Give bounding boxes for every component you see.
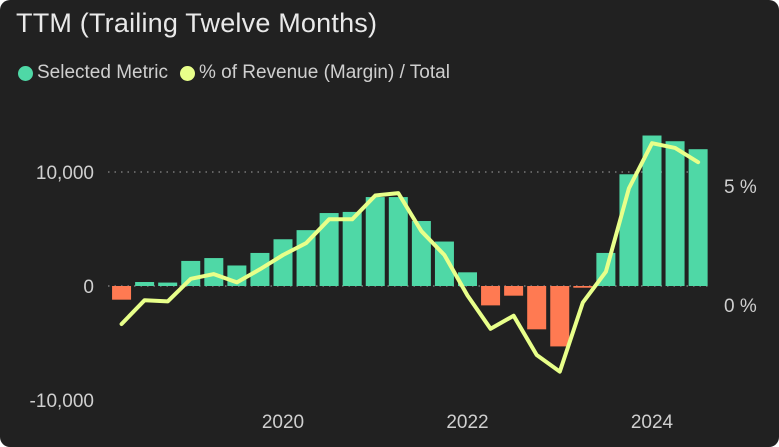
y-left-tick-label-1: 0 xyxy=(83,277,94,298)
bar-19 xyxy=(550,286,570,347)
x-tick-label-0: 2020 xyxy=(262,412,304,433)
legend-label-selected-metric: Selected Metric xyxy=(37,62,168,83)
bar-4 xyxy=(204,258,224,286)
bar-18 xyxy=(527,286,547,330)
bar-3 xyxy=(181,260,201,286)
bar-1 xyxy=(135,282,155,286)
y-left-tick-label-2: -10,000 xyxy=(30,391,94,412)
chart-title: TTM (Trailing Twelve Months) xyxy=(16,8,378,38)
margin-line xyxy=(119,141,701,374)
bar-23 xyxy=(642,135,662,286)
bar-12 xyxy=(388,197,408,286)
bar-11 xyxy=(365,197,385,286)
legend-item-selected-metric[interactable]: Selected Metric xyxy=(18,62,168,84)
bar-25 xyxy=(688,149,708,286)
legend-dot-selected-metric xyxy=(18,65,33,81)
bar-20 xyxy=(573,286,593,288)
bar-7 xyxy=(273,239,293,286)
bar-9 xyxy=(319,213,339,286)
chart-legend: Selected Metric % of Revenue (Margin) / … xyxy=(18,61,462,85)
y-right-tick-label-0: 5 % xyxy=(724,177,757,198)
legend-label-margin: % of Revenue (Margin) / Total xyxy=(198,62,450,83)
bar-0 xyxy=(112,286,132,300)
x-tick-label-1: 2022 xyxy=(446,412,488,433)
bar-10 xyxy=(342,211,362,286)
bar-17 xyxy=(504,286,524,296)
y-left-tick-label-0: 10,000 xyxy=(36,163,94,184)
legend-dot-margin xyxy=(179,65,195,81)
y-right-tick-label-1: 0 % xyxy=(724,296,757,317)
bar-15 xyxy=(458,272,477,286)
bar-2 xyxy=(158,282,178,286)
legend-item-margin[interactable]: % of Revenue (Margin) / Total xyxy=(179,62,450,84)
x-tick-label-2: 2024 xyxy=(631,412,674,433)
bar-24 xyxy=(665,141,685,286)
bar-16 xyxy=(481,286,501,306)
